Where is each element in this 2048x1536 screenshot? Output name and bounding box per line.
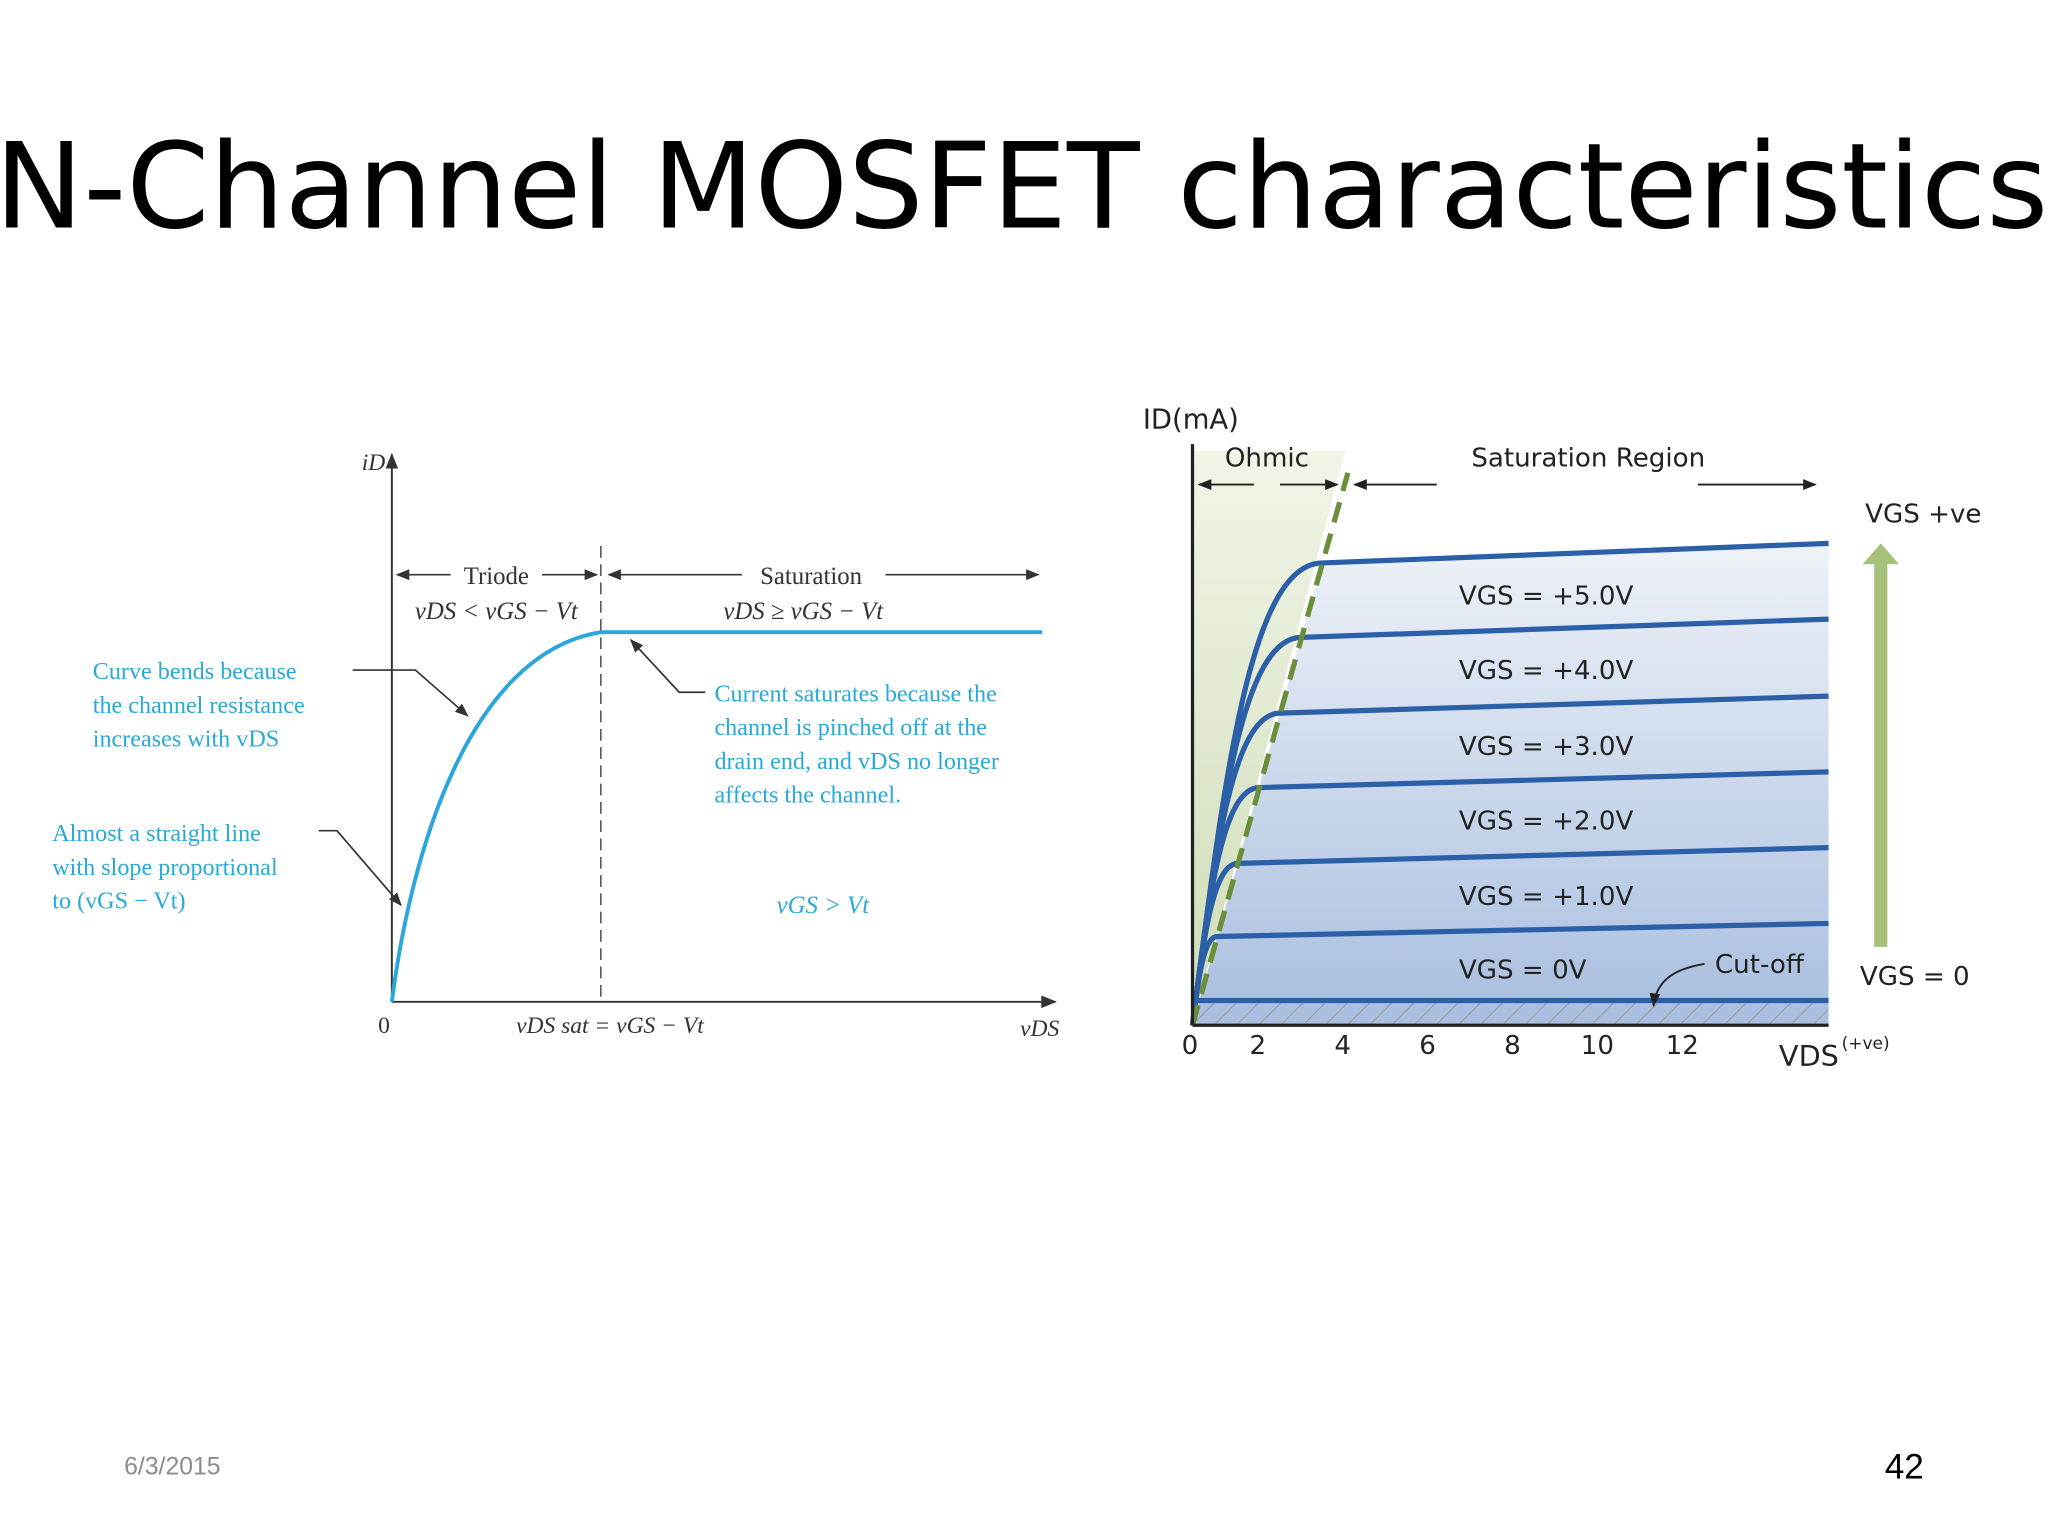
annotation-line: Curve bends because xyxy=(93,658,297,685)
cutoff-hatch xyxy=(1192,1000,1829,1026)
vgs-arrow-head xyxy=(1862,543,1900,565)
y-axis-label: ID(mA) xyxy=(1143,404,1239,435)
x-tick-label: 2 xyxy=(1249,1031,1266,1061)
leader xyxy=(352,669,469,717)
curve-label: VGS = +4.0V xyxy=(1459,656,1634,686)
footer-date: 6/3/2015 xyxy=(124,1454,221,1481)
annotation-line: the channel resistance xyxy=(93,692,305,719)
region-condition: vDS < vGS − Vt xyxy=(415,598,579,625)
arrow-top-label: VGS +ve xyxy=(1865,499,1981,529)
annotation-line: drain end, and vDS no longer xyxy=(714,748,998,775)
leader xyxy=(318,829,402,907)
annotation-line: to (vGS − Vt) xyxy=(52,888,185,915)
x-axis-label: VDS xyxy=(1779,1039,1839,1073)
curves: VGS = +5.0V VGS = +4.0V VGS = +3.0V VGS = +… xyxy=(1189,540,1829,1026)
vds-sat-label: vDS sat = vGS − Vt xyxy=(516,1013,704,1039)
x-tick-label: 8 xyxy=(1504,1031,1521,1061)
annotation-line: channel is pinched off at the xyxy=(714,714,987,741)
slide-content: N-Channel MOSFET characteristics iD Trio… xyxy=(0,118,2048,1486)
x-tick-label: 10 xyxy=(1581,1031,1614,1061)
annotation-line: increases with vDS xyxy=(93,726,280,753)
x-tick-label: 6 xyxy=(1419,1031,1436,1061)
annotation-line: Almost a straight line xyxy=(52,820,261,847)
region-name: Saturation xyxy=(760,563,863,590)
leader xyxy=(1649,962,1705,1008)
annotations: Curve bends because the channel resistanc… xyxy=(52,658,999,914)
curve-label: VGS = +5.0V xyxy=(1459,582,1634,612)
arrow-bottom-label: VGS = 0 xyxy=(1860,962,1970,992)
x-tick-label: 12 xyxy=(1666,1031,1699,1061)
y-axis-label: iD xyxy=(362,450,386,476)
curve-label: VGS = +2.0V xyxy=(1459,806,1634,836)
region-label: Ohmic xyxy=(1225,443,1309,473)
annotation-line: Current saturates because the xyxy=(714,680,996,707)
saturation-area xyxy=(1192,543,1829,1026)
page-number: 42 xyxy=(1885,1448,1924,1487)
x-axis-label: vDS xyxy=(1020,1016,1059,1042)
id-curve xyxy=(389,630,1043,1003)
annotation-line: affects the channel. xyxy=(714,781,901,808)
curve-condition: vGS > Vt xyxy=(777,892,871,919)
x-axis-note: (+ve) xyxy=(1842,1034,1890,1054)
region-condition: vDS ≥ vGS − Vt xyxy=(723,598,884,625)
region-label: Saturation Region xyxy=(1471,443,1705,473)
x-ticks: 0 2 4 6 8 10 12 xyxy=(1182,1031,1699,1061)
output-characteristics: VGS = +5.0V VGS = +4.0V VGS = +3.0V VGS = +… xyxy=(1143,404,1982,1072)
annotation-line: with slope proportional xyxy=(52,854,278,881)
x-tick-label: 4 xyxy=(1334,1031,1351,1061)
curve-label: VGS = 0V xyxy=(1459,955,1587,985)
region-name: Triode xyxy=(464,563,529,590)
x-tick-label: 0 xyxy=(1182,1031,1199,1061)
origin-label: 0 xyxy=(378,1013,390,1039)
slide-title: N-Channel MOSFET characteristics xyxy=(0,118,2048,256)
vgs-arrow-shaft xyxy=(1874,561,1888,947)
cutoff-label: Cut-off xyxy=(1715,950,1805,980)
curve-label: VGS = +1.0V xyxy=(1459,882,1634,912)
leader xyxy=(629,639,706,694)
curve-label: VGS = +3.0V xyxy=(1459,732,1634,762)
triode-diagram: iD Triode Saturation vDS < vGS − Vt vDS … xyxy=(52,450,1059,1042)
